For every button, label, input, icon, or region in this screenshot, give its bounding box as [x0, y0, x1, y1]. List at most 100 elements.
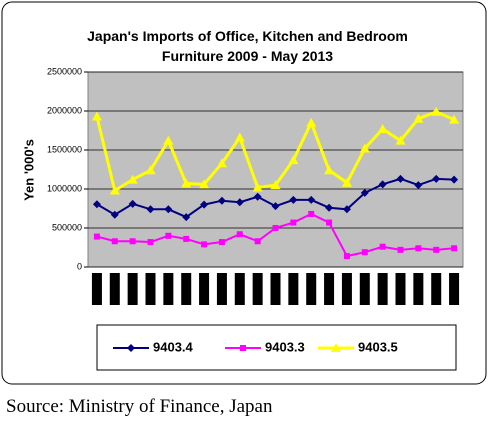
marker	[378, 180, 387, 189]
marker	[201, 241, 208, 248]
marker	[271, 202, 280, 211]
y-tick-label: 1000000	[47, 183, 82, 193]
marker	[235, 198, 244, 207]
legend-marker	[240, 345, 246, 351]
x-label-block	[377, 273, 388, 305]
legend-marker	[127, 344, 135, 352]
marker	[431, 106, 442, 116]
y-axis-label: Yen '000's	[21, 139, 36, 201]
marker	[360, 188, 369, 197]
marker	[396, 174, 405, 183]
marker	[361, 249, 368, 256]
x-label-block	[413, 273, 424, 305]
marker	[379, 243, 386, 250]
marker	[397, 246, 404, 253]
marker	[253, 192, 262, 201]
marker	[165, 232, 172, 239]
x-label-block	[449, 273, 460, 305]
marker	[147, 239, 154, 246]
x-label-block	[395, 273, 406, 305]
x-label-block	[163, 273, 174, 305]
marker	[395, 135, 406, 145]
x-label-block	[252, 273, 263, 305]
y-tick-label: 2500000	[47, 66, 82, 76]
marker	[290, 219, 297, 226]
marker	[307, 195, 316, 204]
marker	[254, 238, 261, 245]
marker	[182, 213, 191, 222]
marker	[451, 245, 458, 252]
marker	[326, 219, 333, 226]
marker	[164, 205, 173, 214]
marker	[92, 200, 101, 209]
marker	[217, 196, 226, 205]
marker	[288, 155, 299, 165]
marker	[91, 111, 102, 121]
marker	[216, 158, 227, 168]
marker	[432, 174, 441, 183]
marker	[234, 132, 245, 142]
x-label-block	[109, 273, 120, 305]
marker	[111, 238, 118, 245]
x-label-block	[359, 273, 370, 305]
marker	[252, 182, 263, 192]
legend-label: 9403.3	[265, 339, 305, 354]
legend	[96, 324, 457, 371]
marker	[343, 253, 350, 260]
marker	[413, 113, 424, 123]
marker	[415, 245, 422, 252]
x-label-block	[306, 273, 317, 305]
x-label-block	[270, 273, 281, 305]
y-tick-label: 500000	[52, 222, 82, 232]
marker	[414, 181, 423, 190]
x-label-block	[324, 273, 335, 305]
marker	[289, 195, 298, 204]
x-label-block	[431, 273, 442, 305]
x-label-block	[127, 273, 138, 305]
marker	[110, 210, 119, 219]
legend-label: 9403.5	[358, 339, 398, 354]
marker	[129, 238, 136, 245]
marker	[127, 174, 138, 184]
marker	[181, 178, 192, 188]
marker	[377, 123, 388, 133]
marker	[342, 205, 351, 214]
marker	[200, 200, 209, 209]
y-tick-label: 0	[77, 261, 82, 271]
marker	[433, 246, 440, 253]
marker	[163, 135, 174, 145]
marker	[308, 210, 315, 217]
legend-label: 9403.4	[153, 339, 194, 354]
marker	[236, 231, 243, 238]
marker	[449, 114, 460, 124]
x-label-block	[341, 273, 352, 305]
x-label-block	[234, 273, 245, 305]
source: Source: Ministry of Finance, Japan	[6, 396, 273, 417]
marker	[128, 199, 137, 208]
marker	[325, 203, 334, 212]
y-tick-label: 2000000	[47, 105, 82, 115]
legend-marker	[331, 343, 341, 352]
marker	[145, 165, 156, 175]
marker	[359, 143, 370, 153]
x-label-block	[181, 273, 192, 305]
marker	[324, 165, 335, 175]
x-label-block	[216, 273, 227, 305]
marker	[183, 235, 190, 242]
marker	[93, 233, 100, 240]
x-label-block	[199, 273, 210, 305]
x-label-block	[91, 273, 102, 305]
x-label-block	[145, 273, 156, 305]
marker	[272, 225, 279, 231]
plot-area	[87, 71, 464, 268]
marker	[270, 180, 281, 190]
x-label-block	[288, 273, 299, 305]
marker	[199, 179, 210, 189]
marker	[306, 117, 317, 127]
chart-title: Japan's Imports of Office, Kitchen and B…	[87, 28, 408, 64]
marker	[450, 175, 459, 184]
marker	[341, 177, 352, 187]
marker	[146, 205, 155, 214]
